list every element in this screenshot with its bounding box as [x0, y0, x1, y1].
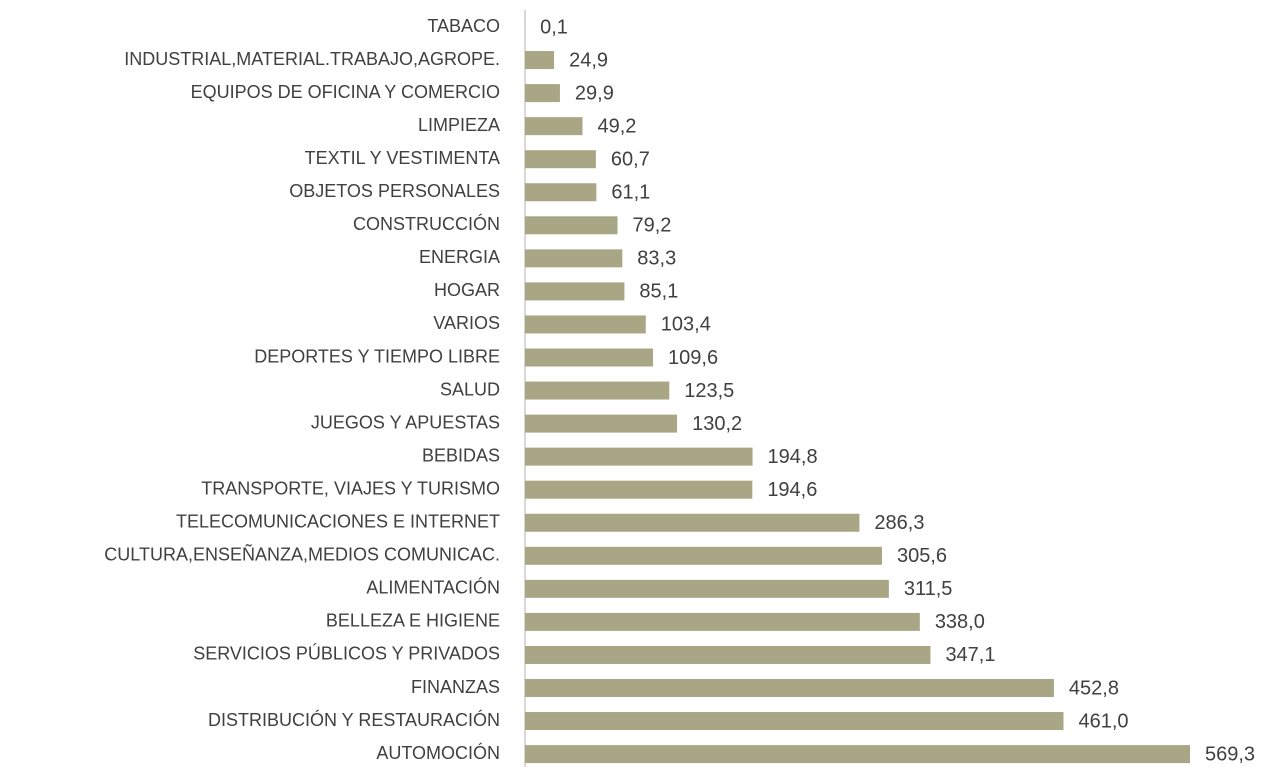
bar	[525, 513, 860, 532]
category-label: FINANZAS	[411, 677, 500, 697]
value-label: 452,8	[1069, 677, 1119, 699]
bar	[525, 249, 623, 268]
category-label: ALIMENTACIÓN	[366, 577, 500, 598]
category-label: TELECOMUNICACIONES E INTERNET	[176, 512, 500, 532]
bar	[525, 84, 560, 103]
value-label: 338,0	[935, 611, 985, 633]
bar	[525, 414, 678, 433]
category-label: INDUSTRIAL,MATERIAL.TRABAJO,AGROPE.	[124, 49, 500, 69]
value-label: 49,2	[597, 115, 636, 137]
category-label: DEPORTES Y TIEMPO LIBRE	[254, 346, 500, 366]
category-label: CONSTRUCCIÓN	[353, 213, 500, 234]
bar	[525, 315, 646, 334]
value-label: 194,6	[767, 479, 817, 501]
value-label: 286,3	[874, 512, 924, 534]
bar	[525, 612, 920, 631]
bar	[525, 282, 625, 301]
value-label: 0,1	[540, 16, 568, 38]
category-label: TRANSPORTE, VIAJES Y TURISMO	[201, 478, 500, 498]
bar	[525, 712, 1064, 731]
category-label: SALUD	[440, 379, 500, 399]
category-label: EQUIPOS DE OFICINA Y COMERCIO	[191, 82, 500, 102]
bar	[525, 579, 889, 598]
bar	[525, 183, 597, 202]
value-label: 130,2	[692, 413, 742, 435]
category-label: DISTRIBUCIÓN Y RESTAURACIÓN	[208, 709, 500, 730]
bar	[525, 216, 618, 235]
bar	[525, 51, 555, 70]
value-label: 123,5	[684, 380, 734, 402]
value-label: 347,1	[945, 644, 995, 666]
bar	[525, 447, 753, 466]
category-label: HOGAR	[434, 280, 500, 300]
value-label: 569,3	[1205, 743, 1255, 765]
bar	[525, 679, 1054, 697]
value-label: 194,8	[768, 446, 818, 468]
bar	[525, 745, 1190, 764]
category-label: LIMPIEZA	[418, 115, 500, 135]
value-label: 85,1	[639, 281, 678, 303]
value-label: 311,5	[904, 578, 953, 600]
bar	[525, 480, 753, 499]
category-label: AUTOMOCIÓN	[376, 742, 500, 763]
category-label: VARIOS	[433, 313, 500, 333]
value-label: 109,6	[668, 347, 718, 369]
category-label: CULTURA,ENSEÑANZA,MEDIOS COMUNICAC.	[104, 544, 500, 565]
category-label: OBJETOS PERSONALES	[289, 181, 500, 201]
category-label: SERVICIOS PÚBLICOS Y PRIVADOS	[193, 643, 500, 664]
value-label: 24,9	[569, 49, 608, 71]
value-label: 29,9	[575, 82, 614, 104]
bar	[525, 348, 654, 367]
value-label: 60,7	[611, 148, 650, 170]
category-label: TEXTIL Y VESTIMENTA	[305, 148, 500, 168]
value-label: 305,6	[897, 545, 947, 567]
bar	[525, 645, 931, 664]
bar	[525, 381, 670, 400]
category-label: BELLEZA E HIGIENE	[326, 611, 500, 631]
value-label: 79,2	[633, 215, 672, 237]
category-label: BEBIDAS	[422, 445, 500, 465]
value-label: 83,3	[637, 248, 676, 270]
bar	[525, 150, 596, 169]
bar	[525, 117, 583, 136]
category-label: JUEGOS Y APUESTAS	[311, 412, 500, 432]
category-label: ENERGIA	[419, 247, 500, 267]
value-label: 103,4	[661, 314, 711, 336]
value-label: 461,0	[1078, 710, 1128, 732]
value-label: 61,1	[611, 182, 650, 204]
category-label: TABACO	[427, 16, 500, 36]
bar	[525, 546, 882, 565]
